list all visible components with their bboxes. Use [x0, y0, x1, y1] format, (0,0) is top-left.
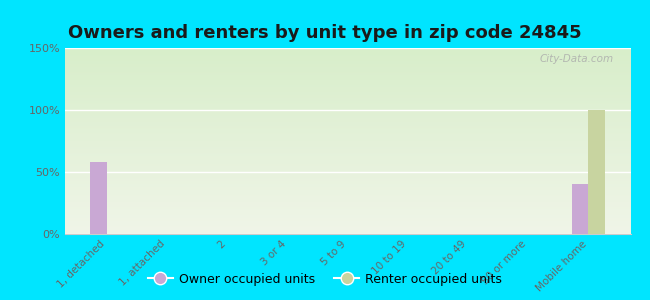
Bar: [571, 184, 588, 234]
Text: Owners and renters by unit type in zip code 24845: Owners and renters by unit type in zip c…: [68, 24, 582, 42]
Bar: [588, 110, 605, 234]
Legend: Owner occupied units, Renter occupied units: Owner occupied units, Renter occupied un…: [143, 268, 507, 291]
Bar: [90, 162, 107, 234]
Text: City-Data.com: City-Data.com: [540, 54, 614, 64]
